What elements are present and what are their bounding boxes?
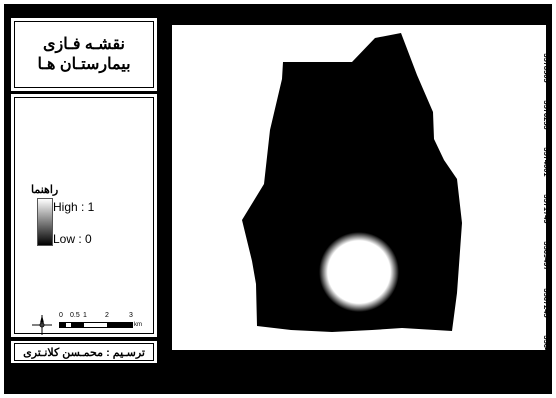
x-tick-label-top: 218321 <box>321 10 347 19</box>
scale-unit: km <box>134 322 142 328</box>
y-tick-label-right: 3576253 <box>542 100 551 130</box>
scale-label-0: 0 <box>59 312 63 319</box>
x-tick-label-bottom: 222665 <box>418 379 444 388</box>
legend-high-label: High : 1 <box>53 200 95 214</box>
title-box: نقشـه فـازی بیمارستـان هـا <box>10 17 158 92</box>
legend-box: راهنما High : 1 Low : 0 0 0.5 1 2 3 km <box>10 93 158 338</box>
y-tick-label-right: 3571749 <box>542 194 551 224</box>
x-tick-label-bottom: 227009 <box>514 379 540 388</box>
scale-bar: 0 0.5 1 2 3 km <box>59 312 149 332</box>
x-tick-label-bottom: 211806 <box>177 379 203 388</box>
y-tick-label-right: 3569497 <box>542 241 551 271</box>
x-tick-label-bottom: 216149 <box>273 379 299 388</box>
map-title-line2: بیمارستـان هـا <box>37 56 131 73</box>
map-title-line1: نقشـه فـازی <box>43 36 125 53</box>
y-tick-label-left: 3570247 <box>160 220 169 250</box>
y-tick-label-right: 3567245 <box>542 288 551 318</box>
x-tick-label-top: 224837 <box>466 10 492 19</box>
x-tick-label-top: 216149 <box>273 10 299 19</box>
x-tick-label-bottom: 213978 <box>225 379 251 388</box>
x-tick-label-bottom: 220493 <box>370 379 396 388</box>
map-svg <box>242 33 462 332</box>
y-tick-label-left: 3572499 <box>160 173 169 203</box>
y-tick-label-left: 3565743 <box>160 313 169 343</box>
legend-title: راهنما <box>31 184 59 196</box>
y-tick-label-left: 3574751 <box>160 126 169 156</box>
x-tick-label-top: 227009 <box>514 10 540 19</box>
hospital-suitability-zone <box>319 232 399 312</box>
scale-label-0-5: 0.5 <box>70 312 80 319</box>
scale-label-2: 2 <box>105 312 109 319</box>
y-tick-label-left: 3567995 <box>160 266 169 296</box>
scale-label-3: 3 <box>129 312 133 319</box>
x-tick-label-top: 211806 <box>177 10 203 19</box>
legend-low-label: Low : 0 <box>53 232 92 246</box>
scale-label-1: 1 <box>83 312 87 319</box>
y-tick-label-left: 3579255 <box>160 33 169 63</box>
y-tick-label-right: 3578505 <box>542 53 551 83</box>
credit-text: ترسـیم : محمـسن کلانـتری <box>23 347 145 359</box>
y-tick-label-right: 3564993 <box>542 335 551 365</box>
north-arrow-icon <box>32 315 52 335</box>
map-canvas <box>172 25 546 350</box>
x-tick-label-bottom: 218321 <box>321 379 347 388</box>
y-tick-label-left: 3577003 <box>160 80 169 110</box>
legend-gradient <box>37 198 53 246</box>
credit-box: ترسـیم : محمـسن کلانـتری <box>10 340 158 364</box>
x-tick-label-top: 213978 <box>225 10 251 19</box>
x-tick-label-top: 222665 <box>418 10 444 19</box>
x-tick-label-top: 220493 <box>370 10 396 19</box>
y-tick-label-right: 3574001 <box>542 147 551 177</box>
x-tick-label-bottom: 224837 <box>466 379 492 388</box>
fuzzy-area-polygon <box>242 33 462 332</box>
